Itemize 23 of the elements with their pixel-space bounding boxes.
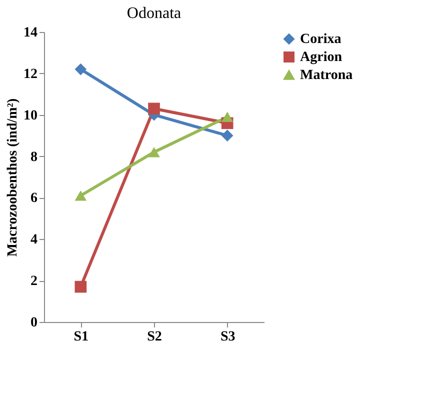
x-tick-label: S1 <box>74 330 89 344</box>
point <box>74 280 87 293</box>
x-tick-label: S3 <box>220 330 236 344</box>
point <box>221 112 234 122</box>
y-tick-label: 4 <box>30 232 38 248</box>
legend-label: Corixa <box>300 32 342 47</box>
y-tick-label: 6 <box>30 191 38 206</box>
point <box>221 130 234 142</box>
y-axis-title: Macrozoobenthos (ind/m²) <box>6 98 20 257</box>
point <box>148 147 160 158</box>
point <box>148 102 160 115</box>
y-tick-label: 14 <box>24 26 38 40</box>
legend-label: Matrona <box>300 68 353 83</box>
chart-title: Odonata <box>126 5 182 22</box>
point <box>74 63 87 76</box>
legend-label: Agrion <box>300 50 342 65</box>
y-tick-label: 2 <box>30 274 38 290</box>
y-tick-label: 12 <box>24 66 38 82</box>
y-tick-label: 10 <box>24 108 38 124</box>
y-tick-label: 0 <box>30 316 38 330</box>
x-tick-label: S2 <box>147 330 162 344</box>
y-tick-label: 8 <box>30 150 38 165</box>
point <box>74 190 87 201</box>
